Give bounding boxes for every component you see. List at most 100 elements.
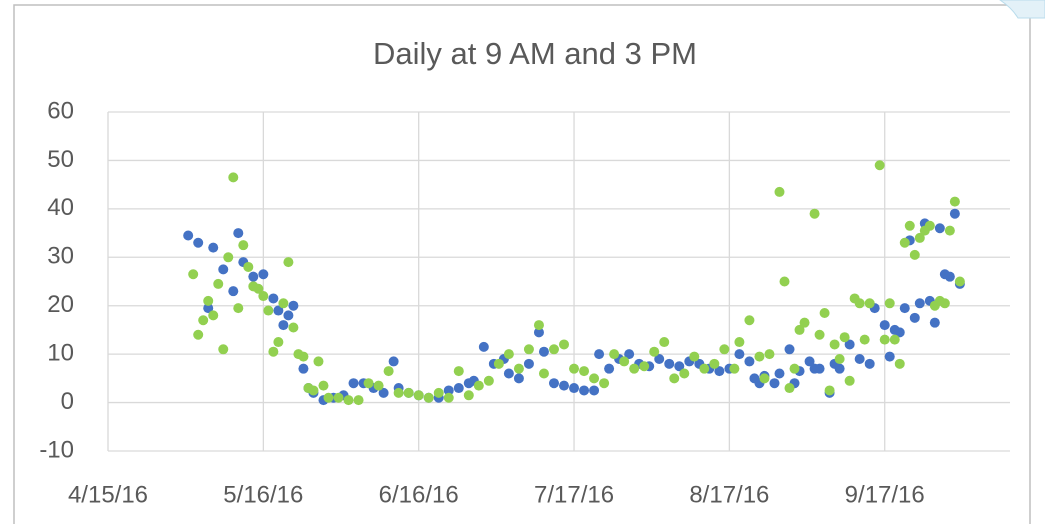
point xyxy=(709,358,720,369)
y-tick-label: 60 xyxy=(47,97,74,124)
point xyxy=(393,387,404,398)
point xyxy=(954,276,965,287)
point xyxy=(884,298,895,309)
x-tick-label: 8/17/16 xyxy=(689,481,769,508)
point xyxy=(894,327,905,338)
point xyxy=(589,385,600,396)
point xyxy=(804,356,815,367)
point xyxy=(513,363,524,374)
point xyxy=(579,385,590,396)
point xyxy=(569,383,580,394)
point xyxy=(774,368,785,379)
point xyxy=(939,298,950,309)
point xyxy=(188,269,199,280)
point xyxy=(313,356,324,367)
point xyxy=(383,366,394,377)
point xyxy=(263,305,274,316)
point xyxy=(208,310,219,321)
point xyxy=(914,298,925,309)
point xyxy=(548,378,559,389)
point xyxy=(193,329,204,340)
point xyxy=(273,305,284,316)
point xyxy=(639,361,650,372)
point xyxy=(899,237,910,248)
chart-title: Daily at 9 AM and 3 PM xyxy=(373,36,697,71)
point xyxy=(864,298,875,309)
point xyxy=(674,361,685,372)
point xyxy=(273,337,284,348)
point xyxy=(333,392,344,403)
point xyxy=(659,337,670,348)
point xyxy=(834,363,845,374)
point xyxy=(734,349,745,360)
point xyxy=(744,315,755,326)
point xyxy=(929,317,940,328)
point xyxy=(548,344,559,355)
point xyxy=(904,220,915,231)
point xyxy=(814,329,825,340)
point xyxy=(669,373,680,384)
point xyxy=(934,223,945,234)
point xyxy=(473,380,484,391)
point xyxy=(228,172,239,183)
point xyxy=(689,351,700,362)
point xyxy=(624,349,635,360)
point xyxy=(483,375,494,386)
point xyxy=(844,339,855,350)
point xyxy=(493,358,504,369)
y-tick-label: 30 xyxy=(47,243,74,270)
point xyxy=(378,387,389,398)
point xyxy=(829,339,840,350)
point xyxy=(183,230,194,241)
point xyxy=(443,392,454,403)
point xyxy=(198,315,209,326)
point xyxy=(268,293,279,304)
point xyxy=(679,368,690,379)
point xyxy=(278,298,289,309)
point xyxy=(343,395,354,406)
point xyxy=(874,160,885,171)
point xyxy=(944,225,955,236)
x-tick-label: 4/15/16 xyxy=(68,481,148,508)
point xyxy=(233,303,244,314)
x-tick-label: 9/17/16 xyxy=(845,481,925,508)
point xyxy=(914,232,925,243)
point xyxy=(759,373,770,384)
x-tick-label: 7/17/16 xyxy=(534,481,614,508)
point xyxy=(664,358,675,369)
point xyxy=(298,351,309,362)
point xyxy=(894,358,905,369)
point xyxy=(834,353,845,364)
point xyxy=(609,349,620,360)
point xyxy=(218,344,229,355)
point xyxy=(949,208,960,219)
point xyxy=(879,334,890,345)
point xyxy=(323,392,334,403)
point xyxy=(784,383,795,394)
point xyxy=(278,320,289,331)
point xyxy=(213,278,224,289)
point xyxy=(899,303,910,314)
point xyxy=(203,295,214,306)
y-tick-label: 50 xyxy=(47,146,74,173)
point xyxy=(363,378,374,389)
point xyxy=(789,363,800,374)
point xyxy=(784,344,795,355)
point xyxy=(844,375,855,386)
point xyxy=(283,310,294,321)
point xyxy=(403,387,414,398)
point xyxy=(208,242,219,253)
point xyxy=(513,373,524,384)
point xyxy=(318,380,329,391)
y-tick-label: 10 xyxy=(47,339,74,366)
point xyxy=(854,353,865,364)
point xyxy=(423,392,434,403)
point xyxy=(538,368,549,379)
y-tick-label: 40 xyxy=(47,194,74,221)
point xyxy=(734,337,745,348)
point xyxy=(288,300,299,311)
point xyxy=(884,351,895,362)
point xyxy=(729,363,740,374)
point xyxy=(854,298,865,309)
